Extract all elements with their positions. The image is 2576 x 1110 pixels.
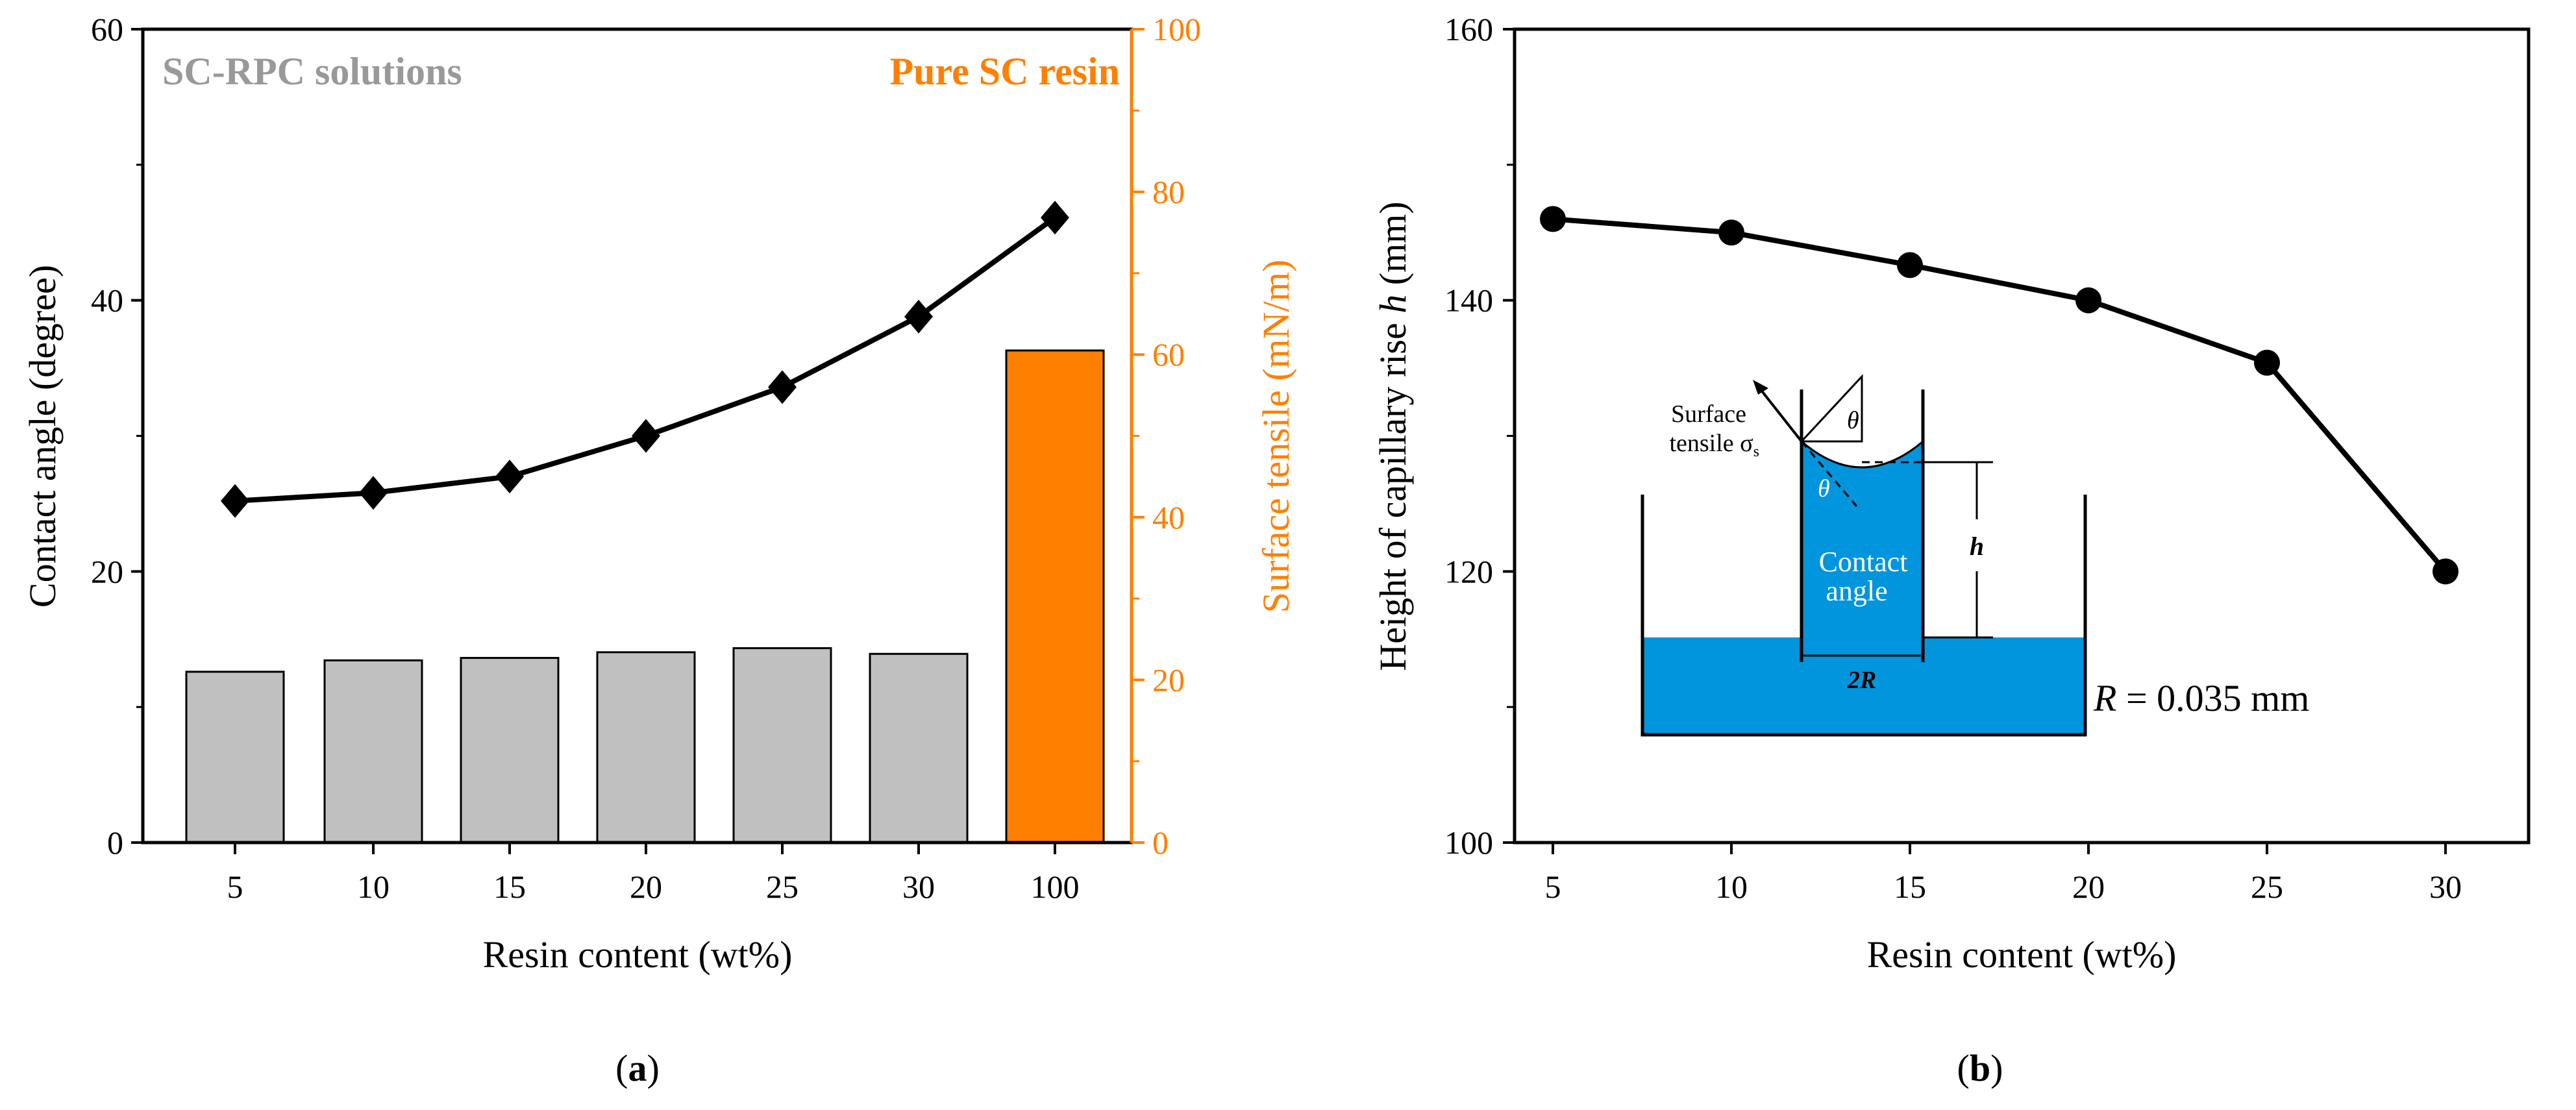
diamond-marker-25 <box>768 370 797 404</box>
contact-label-1: Contact <box>1819 546 1908 578</box>
theta-top: θ <box>1847 407 1859 434</box>
y-axis-label-b: Height of capillary rise h (mm) <box>1372 201 1414 671</box>
y-tick-label: 140 <box>1444 282 1493 319</box>
y2-tick-label: 100 <box>1152 11 1201 47</box>
x-tick-label: 25 <box>766 869 799 905</box>
meniscus <box>1801 440 1924 469</box>
y-axis-label-a: Contact angle (degree) <box>21 265 64 608</box>
tangent-dashed <box>1800 441 1858 507</box>
contact-label-2: angle <box>1826 575 1887 607</box>
h-label: h <box>1970 532 1984 561</box>
surface-label-1: Surface <box>1671 401 1746 428</box>
contact-angle-line <box>234 216 1057 504</box>
x-tick-label: 15 <box>493 869 526 905</box>
circle-marker-20 <box>2075 287 2101 314</box>
diamond-marker-30 <box>904 299 933 334</box>
diamond-marker-100 <box>1041 201 1069 235</box>
beaker <box>1641 495 2087 737</box>
bar-5 <box>185 671 285 844</box>
x-tick-label: 10 <box>1715 869 1748 905</box>
x-tick-label: 20 <box>2072 869 2105 905</box>
x-tick-label: 5 <box>1545 869 1561 905</box>
theta-inner: θ <box>1818 475 1830 502</box>
y-tick-label: 160 <box>1444 11 1493 47</box>
water-reservoir <box>1642 637 2085 735</box>
circle-marker-10 <box>1718 219 1744 246</box>
surface-label-2: tensile σs <box>1669 430 1759 460</box>
diamond-marker-10 <box>359 476 388 510</box>
water-in-tube <box>1802 441 1923 637</box>
y2-axis-label-a: Surface tensile (mN/m) <box>1255 260 1297 613</box>
x-tick-label: 30 <box>2429 869 2462 905</box>
x-axis-label-a: Resin content (wt%) <box>483 933 793 976</box>
bar-10 <box>323 659 423 844</box>
diamond-marker-20 <box>632 419 660 453</box>
panel-label-b: (b) <box>1957 1047 2003 1089</box>
x-tick-label: 20 <box>630 869 662 905</box>
y-tick-label: 100 <box>1444 824 1493 861</box>
panel-label-a: (a) <box>615 1047 660 1089</box>
bar-20 <box>596 651 696 844</box>
x-tick-label: 5 <box>227 869 243 905</box>
y-tick-label: 40 <box>91 282 123 319</box>
y2-tick-label: 20 <box>1152 661 1185 698</box>
annotation-pure-sc: Pure SC resin <box>890 50 1120 93</box>
x-tick-label: 100 <box>1031 869 1080 905</box>
panel-a: 5 10 15 20 25 30 100 0 20 40 60 0 20 40 60 80 100 SC-RPC… <box>21 11 1297 1089</box>
y-tick-label: 20 <box>91 553 123 589</box>
radius-annotation: R = 0.035 mm <box>2093 677 2309 719</box>
y-tick-label: 120 <box>1444 553 1493 589</box>
capillary-rise-line <box>1552 216 2448 573</box>
x-tick-label: 10 <box>357 869 390 905</box>
x-axis-label-b: Resin content (wt%) <box>1867 933 2177 976</box>
y2-tick-label: 0 <box>1152 824 1169 861</box>
tension-arrow <box>1757 385 1803 443</box>
circle-marker-15 <box>1897 252 1923 278</box>
diamond-marker-15 <box>495 460 524 494</box>
bar-25 <box>732 647 832 844</box>
angle-triangle <box>1799 374 1863 443</box>
x-tick-label: 25 <box>2251 869 2283 905</box>
circle-marker-25 <box>2254 349 2280 376</box>
y-tick-label: 60 <box>91 11 123 47</box>
y-tick-label: 0 <box>107 824 123 861</box>
annotation-sc-rpc: SC-RPC solutions <box>162 50 462 93</box>
circle-marker-5 <box>1540 206 1566 232</box>
tension-arrowhead <box>1753 380 1768 395</box>
bar-100 <box>1005 349 1105 844</box>
y2-tick-label: 40 <box>1152 499 1185 536</box>
x-tick-label: 15 <box>1894 869 1926 905</box>
y2-tick-label: 60 <box>1152 336 1185 373</box>
two-r-label: 2R <box>1847 667 1876 694</box>
y2-tick-label: 80 <box>1152 174 1185 210</box>
x-tick-label: 30 <box>902 869 935 905</box>
bar-15 <box>460 657 560 844</box>
capillary-diagram: θ θ Surface tensile σs Contact angle h 2… <box>1641 374 2309 737</box>
circle-marker-30 <box>2433 558 2458 585</box>
diamond-marker-5 <box>221 484 249 518</box>
panel-b: 5 10 15 20 25 30 100 120 140 160 θ θ Surface tens… <box>1372 11 2531 1089</box>
bar-30 <box>869 652 969 844</box>
